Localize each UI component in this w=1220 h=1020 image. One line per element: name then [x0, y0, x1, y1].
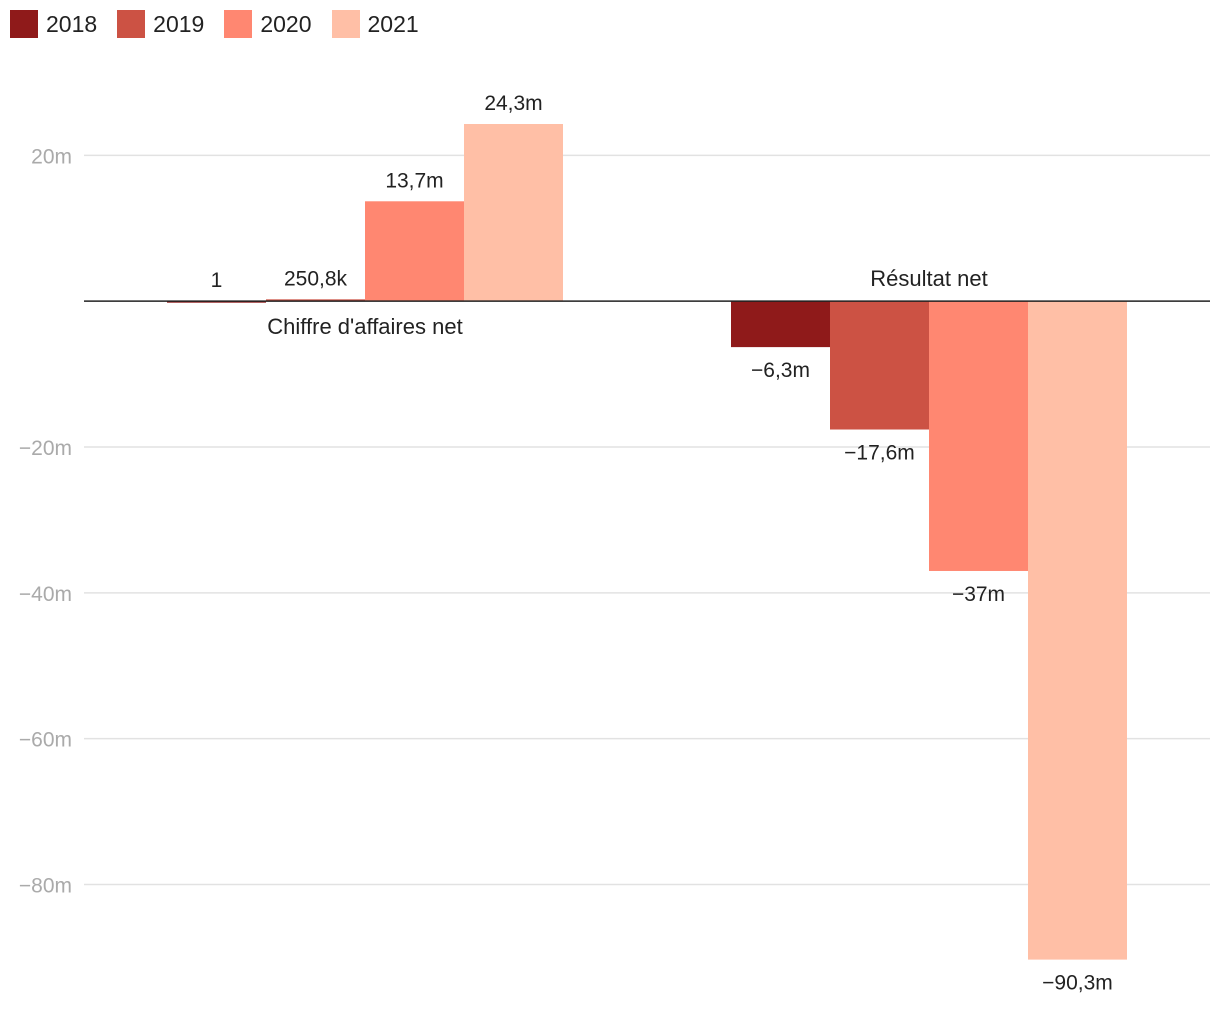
legend-item-2020: 2020: [224, 10, 312, 38]
legend-item-2019: 2019: [117, 10, 204, 38]
legend-item-2018: 2018: [10, 10, 97, 38]
gridlines: 20m −20m −40m −60m −80m: [19, 145, 1210, 898]
y-tick-label: −80m: [19, 875, 72, 898]
data-label: 24,3m: [484, 92, 542, 115]
y-tick-label: −20m: [19, 437, 72, 460]
category-label: Chiffre d'affaires net: [267, 314, 462, 339]
bar-2020-1: [929, 301, 1028, 571]
bars: [167, 124, 1127, 960]
bar-2018-1: [731, 301, 830, 348]
bar-2021-1: [1028, 301, 1127, 960]
data-label: −6,3m: [751, 359, 810, 382]
legend-label-2020: 2020: [260, 10, 312, 37]
y-tick-label: −40m: [19, 583, 72, 606]
bar-2021-0: [464, 124, 563, 302]
data-label: −37m: [952, 583, 1005, 606]
legend-swatch-2021: [331, 10, 360, 38]
category-label: Résultat net: [870, 266, 987, 291]
legend-swatch-2018: [10, 10, 38, 38]
legend-swatch-2020: [224, 10, 253, 38]
data-label: 13,7m: [385, 169, 443, 192]
bar-2020-0: [365, 201, 464, 302]
data-label: −90,3m: [1042, 972, 1113, 995]
data-labels: 1 250,8k 13,7m 24,3m Chiffre d'affaires net −…: [211, 92, 1113, 995]
data-label: 250,8k: [284, 267, 348, 290]
data-label: 1: [211, 269, 223, 292]
bar-2019-0: [266, 299, 365, 302]
legend-item-2021: 2021: [331, 10, 419, 38]
legend-label-2018: 2018: [46, 10, 98, 37]
y-tick-label: −60m: [19, 729, 72, 752]
legend-swatch-2019: [117, 10, 146, 38]
y-tick-label: 20m: [31, 145, 72, 168]
data-label: −17,6m: [844, 442, 915, 465]
legend: 2018 2019 2020 2021: [10, 10, 439, 38]
legend-label-2019: 2019: [153, 10, 205, 37]
legend-label-2021: 2021: [367, 10, 419, 37]
bar-2019-1: [830, 301, 929, 430]
